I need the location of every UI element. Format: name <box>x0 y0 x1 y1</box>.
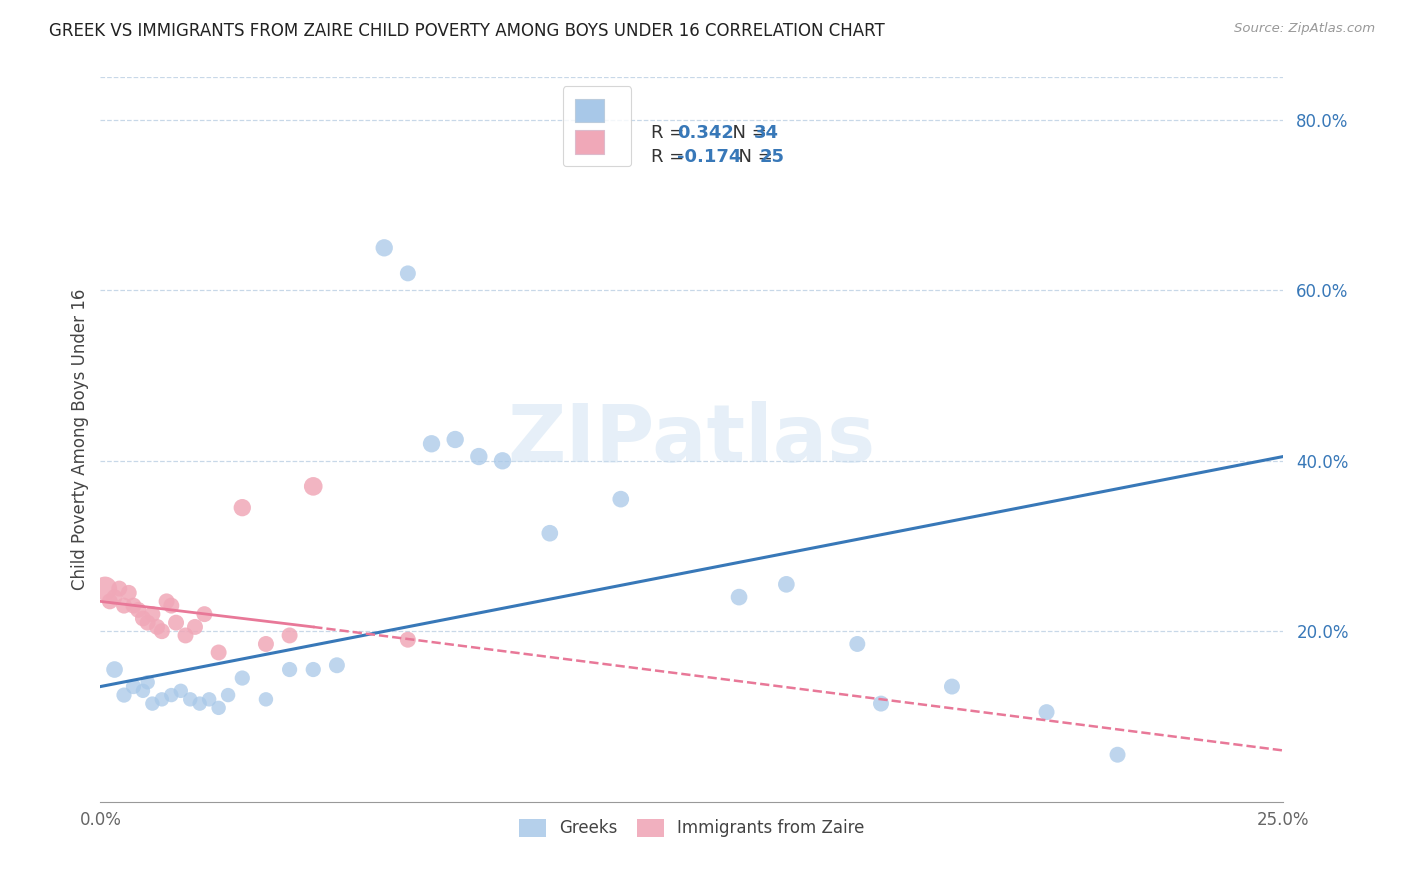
Point <box>420 436 443 450</box>
Point <box>184 620 207 634</box>
Point <box>538 526 561 541</box>
Point <box>112 599 135 613</box>
Point <box>122 680 145 694</box>
Point <box>150 692 173 706</box>
Point <box>141 697 163 711</box>
Point <box>207 645 229 659</box>
Point <box>326 658 349 673</box>
Point <box>444 433 467 447</box>
Point <box>254 637 277 651</box>
Point <box>103 663 125 677</box>
Point <box>188 697 211 711</box>
Point <box>170 683 193 698</box>
Point <box>846 637 869 651</box>
Point <box>468 450 491 464</box>
Point <box>775 577 797 591</box>
Point <box>136 615 159 630</box>
Point <box>941 680 963 694</box>
Text: 25: 25 <box>761 148 785 166</box>
Point <box>132 683 155 698</box>
Point <box>146 620 169 634</box>
Point <box>160 688 183 702</box>
Point <box>103 590 125 604</box>
Point <box>150 624 173 639</box>
Point <box>98 594 121 608</box>
Legend: Greeks, Immigrants from Zaire: Greeks, Immigrants from Zaire <box>512 812 872 844</box>
Text: R =: R = <box>651 124 690 142</box>
Point <box>302 663 325 677</box>
Point <box>278 628 301 642</box>
Text: ZIPatlas: ZIPatlas <box>508 401 876 478</box>
Point <box>1107 747 1129 762</box>
Text: R =: R = <box>651 148 690 166</box>
Point <box>155 594 177 608</box>
Point <box>136 675 159 690</box>
Text: N =: N = <box>721 124 773 142</box>
Text: -0.174: -0.174 <box>678 148 741 166</box>
Text: Source: ZipAtlas.com: Source: ZipAtlas.com <box>1234 22 1375 36</box>
Point <box>193 607 215 622</box>
Point <box>174 628 197 642</box>
Point <box>94 582 117 596</box>
Point <box>231 671 253 685</box>
Point <box>160 599 183 613</box>
Point <box>302 479 325 493</box>
Point <box>179 692 201 706</box>
Point <box>165 615 187 630</box>
Point <box>231 500 253 515</box>
Point <box>122 599 145 613</box>
Point <box>141 607 163 622</box>
Point <box>118 586 141 600</box>
Point <box>728 590 751 604</box>
Point <box>132 611 155 625</box>
Y-axis label: Child Poverty Among Boys Under 16: Child Poverty Among Boys Under 16 <box>72 289 89 591</box>
Point <box>108 582 131 596</box>
Point <box>1035 705 1057 719</box>
Point <box>127 603 149 617</box>
Text: 0.342: 0.342 <box>678 124 734 142</box>
Point <box>396 632 419 647</box>
Point <box>610 492 633 507</box>
Point <box>373 241 395 255</box>
Point <box>870 697 893 711</box>
Point <box>112 688 135 702</box>
Point <box>491 454 513 468</box>
Text: N =: N = <box>727 148 779 166</box>
Point <box>278 663 301 677</box>
Point <box>207 701 229 715</box>
Text: GREEK VS IMMIGRANTS FROM ZAIRE CHILD POVERTY AMONG BOYS UNDER 16 CORRELATION CHA: GREEK VS IMMIGRANTS FROM ZAIRE CHILD POV… <box>49 22 884 40</box>
Point <box>198 692 221 706</box>
Point <box>254 692 277 706</box>
Point <box>396 266 419 280</box>
Point <box>217 688 239 702</box>
Text: 34: 34 <box>754 124 779 142</box>
